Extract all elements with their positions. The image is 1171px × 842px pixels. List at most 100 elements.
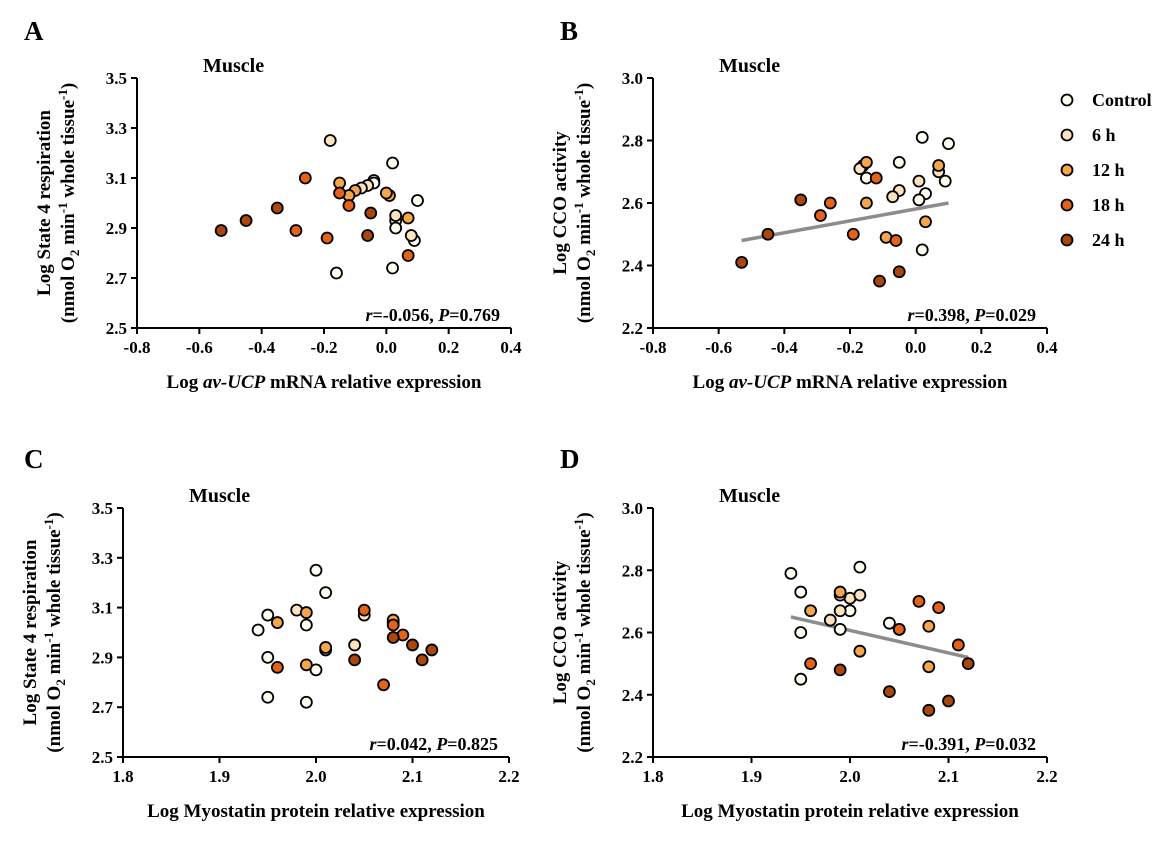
data-point-18-h	[357, 603, 371, 617]
data-point-control	[309, 563, 323, 577]
y-tick-label: 2.8	[622, 132, 643, 151]
data-point-control	[261, 608, 275, 622]
data-point-control	[892, 155, 906, 169]
data-point-24-h	[348, 653, 362, 667]
data-point-12-h	[401, 211, 415, 225]
y-axis-label: Log State 4 respiration	[20, 539, 41, 725]
data-point-control	[784, 566, 798, 580]
data-point-control	[251, 623, 265, 637]
chart-title: Muscle	[189, 485, 250, 507]
y-tick-label: 2.5	[106, 319, 127, 338]
x-tick-label: 2.2	[1036, 767, 1057, 786]
data-point-18-h	[270, 660, 284, 674]
data-point-24-h	[214, 224, 228, 237]
data-point-24-h	[942, 694, 955, 708]
data-point-18-h	[320, 231, 334, 245]
chart-panel-b: 2.2 2.4 2.6 2.8 3.0 -0.8 -0.6 -0.4 -0.2 0.0 0.2 0.4…	[550, 55, 1058, 393]
data-point-control	[299, 695, 313, 709]
y-tick-label: 2.7	[106, 269, 128, 288]
data-point-6-h	[323, 134, 337, 147]
legend-label-24-h: 24 h	[1092, 230, 1125, 250]
stats-annotation: r=-0.391, P=0.032	[901, 734, 1036, 754]
data-point-12-h	[919, 215, 932, 229]
chart-panel-a: 2.5 2.7 2.9 3.1 3.3 3.5 -0.8 -0.6 -0.4 -0.2 0.0 0.2…	[34, 55, 522, 393]
data-point-12-h	[860, 155, 873, 169]
y-axis-unit-label: (nmol O2 min-1 whole tissue-1)	[571, 512, 598, 752]
panel-label-b: B	[560, 16, 578, 46]
y-axis-label: Log CCO activity	[550, 131, 571, 275]
data-point-18-h	[951, 638, 965, 652]
data-point-18-h	[846, 227, 860, 241]
data-point-6-h	[389, 209, 403, 222]
data-point-18-h	[892, 622, 906, 636]
data-point-24-h	[415, 653, 429, 667]
x-tick-label: 0.0	[376, 338, 397, 357]
legend-marker-control	[1060, 93, 1074, 107]
y-tick-label: 3.1	[92, 599, 113, 618]
panel-label-a: A	[24, 16, 44, 46]
data-point-24-h	[361, 229, 375, 242]
y-axis-unit-label: (nmol O2 min-1 whole tissue-1)	[41, 512, 68, 752]
data-point-control	[411, 194, 424, 207]
legend-label-12-h: 12 h	[1092, 160, 1125, 180]
y-tick-label: 3.0	[622, 499, 643, 518]
chart-panel-d: 2.2 2.4 2.6 2.8 3.0 1.8 1.9 2.0 2.1 2.2 Muscle Log …	[550, 485, 1058, 822]
data-point-6-h	[404, 229, 418, 242]
data-point-24-h	[833, 663, 847, 677]
regression-line	[741, 201, 949, 243]
data-point-18-h	[377, 678, 390, 692]
x-tick-label: -0.6	[705, 338, 732, 357]
data-point-control	[942, 137, 955, 151]
y-axis-label: Log CCO activity	[550, 560, 571, 704]
data-point-control	[386, 261, 399, 275]
x-tick-label: -0.6	[186, 338, 213, 357]
data-point-control	[794, 672, 808, 686]
legend-marker-12-h	[1060, 163, 1074, 177]
legend-marker-6-h	[1060, 128, 1074, 142]
x-tick-label: -0.2	[311, 338, 338, 357]
y-tick-label: 2.6	[622, 624, 643, 643]
data-point-24-h	[270, 201, 284, 215]
data-point-control	[261, 690, 275, 704]
data-point-18-h	[298, 171, 312, 185]
data-point-control	[309, 663, 323, 677]
chart-title: Muscle	[719, 55, 780, 77]
charts-layer: 2.5 2.7 2.9 3.1 3.3 3.5 -0.8 -0.6 -0.4 -0.2 0.0 0.2…	[20, 55, 1058, 822]
x-tick-label: -0.8	[124, 338, 151, 357]
data-point-control	[912, 193, 926, 207]
y-tick-label: 2.4	[622, 686, 644, 705]
legend-label-control: Control	[1092, 90, 1152, 110]
y-tick-label: 2.2	[622, 748, 643, 767]
x-tick-label: -0.2	[837, 338, 864, 357]
x-tick-label: 0.2	[438, 338, 459, 357]
data-point-6-h	[912, 174, 926, 188]
y-tick-label: 3.3	[92, 549, 113, 568]
legend: Control 6 h 12 h 18 h 24 h	[1060, 90, 1152, 250]
y-tick-label: 2.9	[106, 219, 127, 238]
data-point-24-h	[794, 193, 808, 207]
x-tick-label: 0.0	[905, 338, 926, 357]
x-tick-label: 2.0	[839, 767, 860, 786]
data-point-12-h	[860, 196, 873, 210]
data-point-24-h	[406, 638, 419, 652]
data-point-control	[261, 651, 275, 664]
regression-line	[790, 615, 969, 660]
data-point-24-h	[892, 265, 906, 279]
panel-label-c: C	[24, 444, 44, 474]
data-point-24-h	[735, 255, 749, 269]
panel-label-d: D	[560, 444, 580, 474]
data-point-control	[389, 221, 403, 235]
x-tick-label: 2.0	[305, 767, 326, 786]
data-point-12-h	[833, 585, 847, 599]
data-point-6-h	[823, 613, 837, 627]
data-point-12-h	[922, 660, 936, 674]
y-tick-label: 2.8	[622, 561, 643, 580]
data-point-12-h	[922, 619, 936, 633]
x-axis-label: Log av-UCP mRNA relative expression	[167, 372, 482, 393]
legend-marker-18-h	[1060, 198, 1074, 212]
data-point-24-h	[961, 657, 975, 671]
data-point-12-h	[319, 641, 333, 654]
y-tick-label: 3.5	[106, 69, 127, 88]
y-tick-label: 3.0	[622, 69, 643, 88]
